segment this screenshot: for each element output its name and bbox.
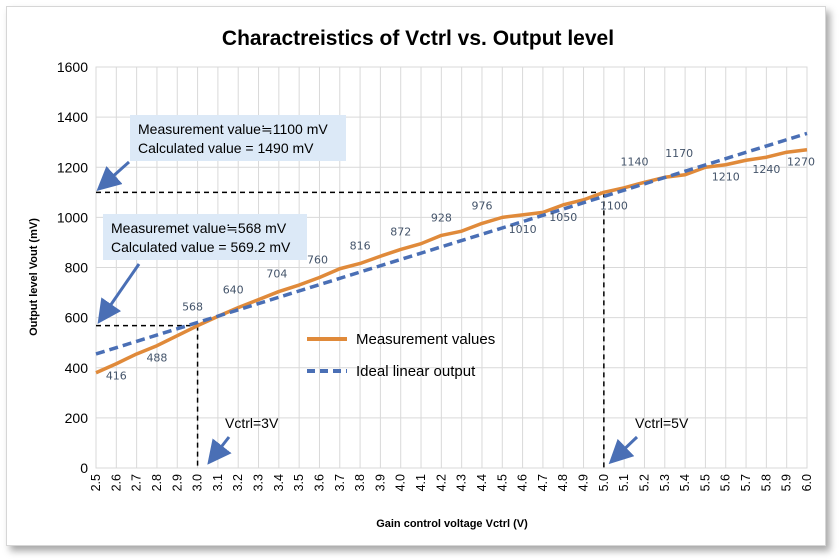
x-tick-label: 3.0	[191, 474, 205, 491]
vctrl-3v-label: Vctrl=3V	[225, 415, 279, 431]
legend: Measurement values Ideal linear output	[307, 331, 495, 380]
annotation-568: Measuremet value≒568 mV Calculated value…	[97, 214, 307, 324]
x-tick-label: 2.8	[150, 474, 164, 491]
x-tick-label: 2.7	[130, 474, 144, 491]
y-tick-label: 200	[65, 410, 89, 426]
chart-svg: Charactreistics of Vctrl vs. Output leve…	[28, 27, 815, 530]
x-tick-label: 3.2	[231, 474, 245, 491]
x-tick-label: 2.9	[170, 474, 184, 491]
x-tick-label: 4.1	[414, 474, 428, 491]
y-tick-label: 600	[65, 310, 89, 326]
x-tick-label: 5.1	[617, 474, 631, 491]
annotation-line-2: Calculated value = 1490 mV	[138, 140, 314, 156]
x-tick-label: 5.0	[597, 474, 611, 491]
data-label: 704	[266, 268, 287, 281]
data-label: 816	[350, 239, 371, 252]
annotation-line-3: Measuremet value≒568 mV	[111, 220, 287, 236]
data-label: 416	[106, 370, 127, 383]
series-line-ideal	[95, 131, 808, 356]
x-tick-label: 3.1	[211, 474, 225, 491]
x-tick-label: 2.6	[109, 474, 123, 491]
x-axis-label: Gain control voltage Vctrl (V)	[376, 518, 528, 530]
x-tick-label: 4.5	[495, 474, 509, 491]
y-tick-label: 1600	[57, 59, 88, 75]
x-tick-label: 3.7	[333, 474, 347, 491]
data-label: 568	[182, 301, 203, 314]
x-tick-label: 4.4	[475, 474, 489, 491]
x-tick-label: 4.6	[516, 474, 530, 491]
axis-ticks: 2.5 2.6 2.7 2.8 2.9 3.0 3.1 3.2 3.3 3.4 3.5 3.6 3.7 3…	[57, 59, 814, 491]
annotation-1100: Measurement value≒1100 mV Calculated val…	[96, 115, 346, 191]
legend-label-ideal: Ideal linear output	[356, 363, 476, 380]
vctrl-5v-arrow	[608, 435, 639, 465]
data-label: 976	[471, 199, 492, 212]
y-tick-label: 1000	[57, 209, 88, 225]
x-tick-label: 4.9	[577, 474, 591, 491]
data-label: 872	[390, 225, 411, 238]
series-group	[95, 131, 808, 375]
x-tick-label: 5.4	[678, 474, 692, 491]
x-tick-label: 5.5	[698, 474, 712, 491]
x-tick-label: 3.9	[373, 474, 387, 491]
x-tick-label: 3.4	[272, 474, 286, 491]
data-label: 488	[146, 352, 167, 365]
data-label: 1050	[549, 211, 577, 224]
legend-label-measurement: Measurement values	[356, 331, 495, 348]
annotation-box-1100	[130, 115, 346, 161]
data-label: 1210	[712, 171, 740, 184]
data-label: 1010	[509, 223, 537, 236]
data-label: 640	[223, 284, 244, 297]
vctrl-3v-arrow	[207, 436, 232, 465]
vctrl-3v-callout: Vctrl=3V	[207, 415, 279, 465]
x-tick-label: 2.5	[89, 474, 103, 491]
x-tick-label: 4.3	[455, 474, 469, 491]
y-tick-label: 1400	[57, 109, 88, 125]
x-tick-label: 6.0	[800, 474, 814, 491]
data-labels: 416 488 568 640 704 760 816 872 928 976 1010 1050 11…	[106, 147, 815, 383]
x-tick-label: 4.7	[536, 474, 550, 491]
x-tick-label: 4.2	[434, 474, 448, 491]
x-tick-label: 5.7	[739, 474, 753, 491]
x-tick-label: 3.6	[312, 474, 326, 491]
annotation-arrow-1100	[96, 160, 130, 191]
y-tick-label: 800	[65, 260, 89, 276]
x-tick-label: 5.6	[719, 474, 733, 491]
data-label: 1140	[620, 155, 648, 168]
y-tick-label: 400	[65, 360, 89, 376]
annotation-line-4: Calculated value = 569.2 mV	[111, 239, 291, 255]
y-tick-label: 1200	[57, 159, 88, 175]
x-tick-label: 3.3	[252, 474, 266, 491]
x-tick-label: 5.3	[658, 474, 672, 491]
vctrl-5v-label: Vctrl=5V	[635, 415, 689, 431]
x-tick-label: 3.5	[292, 474, 306, 491]
chart-title: Charactreistics of Vctrl vs. Output leve…	[222, 27, 614, 50]
chart-card: Charactreistics of Vctrl vs. Output leve…	[6, 6, 826, 546]
x-tick-label: 4.0	[394, 474, 408, 491]
vctrl-5v-callout: Vctrl=5V	[608, 415, 689, 465]
annotation-arrow-568	[97, 263, 141, 324]
x-tick-label: 5.9	[780, 474, 794, 491]
data-label: 760	[307, 254, 328, 267]
data-label: 1170	[665, 147, 693, 160]
y-tick-label: 0	[80, 460, 88, 476]
x-tick-label: 5.8	[759, 474, 773, 491]
data-label: 1100	[600, 199, 628, 212]
annotation-line-1: Measurement value≒1100 mV	[138, 121, 328, 137]
data-label: 1270	[787, 156, 815, 169]
annotation-box-568	[103, 214, 307, 260]
data-label: 1240	[752, 163, 780, 176]
x-tick-label: 5.2	[637, 474, 651, 491]
data-label: 928	[431, 211, 452, 224]
x-tick-label: 3.8	[353, 474, 367, 491]
y-axis-label: Output level Vout (mV)	[28, 218, 40, 336]
series-line-measurement	[95, 147, 808, 375]
reference-lines	[96, 191, 605, 468]
x-tick-label: 4.8	[556, 474, 570, 491]
